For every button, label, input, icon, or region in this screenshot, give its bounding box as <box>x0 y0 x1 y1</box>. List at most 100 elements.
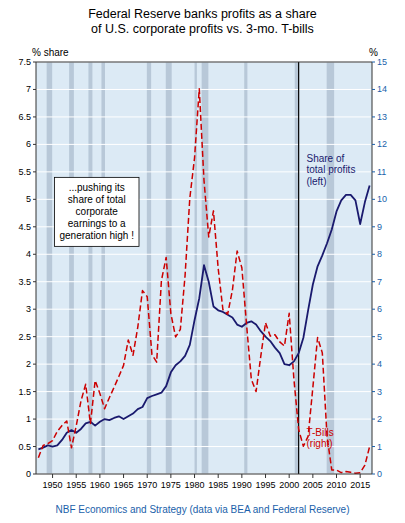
y2-tick-label: 15 <box>377 57 387 67</box>
x-tick-label: 2000 <box>279 480 299 490</box>
x-tick-label: 1955 <box>66 480 86 490</box>
y-tick <box>33 226 36 227</box>
y2-tick <box>372 281 375 282</box>
y2-tick-label: 14 <box>377 84 387 94</box>
y-tick-label: 5 <box>26 194 31 204</box>
y-tick-label: 7 <box>26 84 31 94</box>
y-tick <box>33 336 36 337</box>
y2-tick-label: 8 <box>377 249 382 259</box>
y2-tick <box>372 116 375 117</box>
series-label: T-Bills(right) <box>306 427 333 450</box>
y-tick-label: 1.5 <box>18 387 31 397</box>
annotation-box <box>54 177 139 246</box>
x-axis-line <box>36 474 372 475</box>
x-tick <box>241 474 242 478</box>
x-tick-label: 1970 <box>137 480 157 490</box>
x-tick <box>360 474 361 478</box>
y-tick-label: 5.5 <box>18 167 31 177</box>
y-tick <box>33 419 36 420</box>
text-line: generation high ! <box>59 230 134 241</box>
y2-tick <box>372 391 375 392</box>
y2-tick <box>372 171 375 172</box>
y2-tick <box>372 199 375 200</box>
y2-tick-label: 7 <box>377 277 382 287</box>
grid-line <box>36 364 372 365</box>
grid-line <box>36 419 372 420</box>
y-tick-label: 3.5 <box>18 277 31 287</box>
grid-line <box>36 474 372 475</box>
series-line <box>38 89 369 474</box>
y2-tick-label: 1 <box>377 442 382 452</box>
text-line: of U.S. corporate profits vs. 3-mo. T-bi… <box>91 22 314 36</box>
y2-tick <box>372 446 375 447</box>
y-tick-label: 7.5 <box>18 57 31 67</box>
y2-tick-label: 10 <box>377 194 387 204</box>
y2-tick-label: 5 <box>377 332 382 342</box>
y-tick-label: 0 <box>26 469 31 479</box>
top-frame-line <box>36 62 372 63</box>
text-line: ...pushing its <box>69 182 125 193</box>
y-tick-label: 2 <box>26 359 31 369</box>
recession-band <box>69 62 74 474</box>
text-line: (right) <box>306 438 332 449</box>
y-tick <box>33 474 36 475</box>
x-tick-label: 2010 <box>326 480 346 490</box>
y2-tick <box>372 309 375 310</box>
recession-band <box>47 62 53 474</box>
plot-background <box>36 62 372 474</box>
x-tick-label: 2015 <box>350 480 370 490</box>
text-line: (left) <box>306 176 326 187</box>
recession-band <box>101 62 105 474</box>
grid-line <box>36 62 372 63</box>
y-tick-label: 4 <box>26 249 31 259</box>
plot-area <box>36 62 372 474</box>
y2-tick-label: 0 <box>377 469 382 479</box>
y-axis-label: % share <box>32 47 69 58</box>
x-tick <box>265 474 266 478</box>
x-tick <box>76 474 77 478</box>
text-line: T-Bills <box>306 427 333 438</box>
title: Federal Reserve banks profits as a share… <box>88 7 317 36</box>
y2-tick-label: 13 <box>377 112 387 122</box>
recession-band <box>327 62 334 474</box>
x-tick-label: 1960 <box>90 480 110 490</box>
y2-tick <box>372 419 375 420</box>
y-axis-line <box>36 62 37 474</box>
x-tick-label: 1980 <box>185 480 205 490</box>
y2-tick-label: 9 <box>377 222 382 232</box>
annotation: ...pushing itsshare of totalcorporateear… <box>54 177 139 246</box>
x-tick <box>218 474 219 478</box>
text-line: share of total <box>68 194 126 205</box>
grid-line <box>36 254 372 255</box>
y-tick <box>33 199 36 200</box>
y2-tick <box>372 336 375 337</box>
x-tick <box>123 474 124 478</box>
grid-line <box>36 116 372 117</box>
y2-tick-label: 2 <box>377 414 382 424</box>
x-tick <box>289 474 290 478</box>
grid-line <box>36 89 372 90</box>
grid-line <box>36 281 372 282</box>
x-tick-label: 1985 <box>208 480 228 490</box>
text-line: Federal Reserve banks profits as a share <box>88 7 317 21</box>
grid-line <box>36 144 372 145</box>
y-tick <box>33 254 36 255</box>
y-tick <box>33 309 36 310</box>
y-tick <box>33 391 36 392</box>
x-tick <box>147 474 148 478</box>
y-tick-label: 6.5 <box>18 112 31 122</box>
y-tick <box>33 446 36 447</box>
y2-tick <box>372 474 375 475</box>
y2-tick <box>372 364 375 365</box>
y-tick <box>33 89 36 90</box>
y-tick <box>33 144 36 145</box>
x-tick <box>194 474 195 478</box>
y-tick <box>33 281 36 282</box>
y2-tick <box>372 62 375 63</box>
y-tick <box>33 364 36 365</box>
x-tick <box>312 474 313 478</box>
y2-tick-label: 6 <box>377 304 382 314</box>
y2-tick-label: 3 <box>377 387 382 397</box>
y-tick-label: 1 <box>26 414 31 424</box>
grid-line <box>36 336 372 337</box>
